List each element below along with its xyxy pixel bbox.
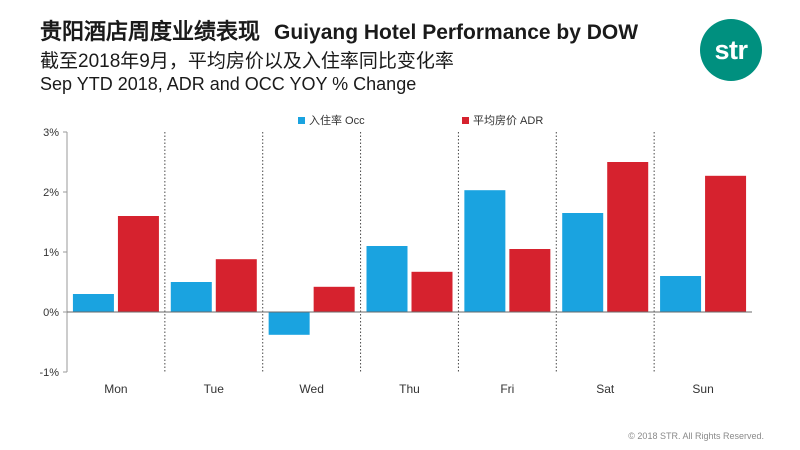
title-cn: 贵阳酒店周度业绩表现: [40, 19, 261, 44]
occ-bar-wed: [268, 312, 310, 335]
x-category-label: Thu: [399, 382, 420, 396]
adr-bar-sat: [607, 162, 649, 312]
legend-label-occ: 入住率 Occ: [309, 113, 365, 127]
adr-bar-wed: [313, 286, 355, 312]
x-category-label: Fri: [500, 382, 514, 396]
y-tick-label: -1%: [39, 367, 59, 379]
adr-bar-thu: [411, 271, 453, 312]
occ-bar-thu: [366, 246, 408, 312]
y-tick-label: 1%: [43, 247, 59, 259]
adr-bar-sun: [705, 175, 747, 312]
str-logo: str: [700, 19, 762, 81]
subtitle-en: Sep YTD 2018, ADR and OCC YOY % Change: [40, 74, 417, 94]
adr-bar-mon: [117, 216, 159, 312]
x-category-label: Sat: [596, 382, 615, 396]
y-tick-label: 3%: [43, 127, 59, 139]
title-en: Guiyang Hotel Performance by DOW: [274, 21, 639, 44]
copyright-notice: © 2018 STR. All Rights Reserved.: [628, 431, 764, 441]
occ-bar-tue: [170, 282, 212, 312]
occ-bar-sat: [562, 213, 604, 312]
page-title: 贵阳酒店周度业绩表现 Guiyang Hotel Performance by D…: [40, 14, 638, 46]
x-category-label: Sun: [692, 382, 713, 396]
occ-bar-mon: [72, 294, 114, 312]
y-tick-label: 2%: [43, 187, 59, 199]
legend-swatch-adr: [462, 117, 469, 124]
adr-bar-tue: [215, 259, 257, 312]
occ-bar-sun: [660, 276, 702, 312]
adr-bar-fri: [509, 249, 551, 312]
x-category-label: Tue: [204, 382, 225, 396]
y-tick-label: 0%: [43, 307, 59, 319]
x-category-label: Wed: [299, 382, 323, 396]
legend-swatch-occ: [298, 117, 305, 124]
legend-label-adr: 平均房价 ADR: [473, 114, 543, 127]
occ-bar-fri: [464, 190, 506, 312]
x-category-label: Mon: [104, 382, 127, 396]
subtitle-cn: 截至2018年9月，平均房价以及入住率同比变化率: [40, 51, 454, 72]
